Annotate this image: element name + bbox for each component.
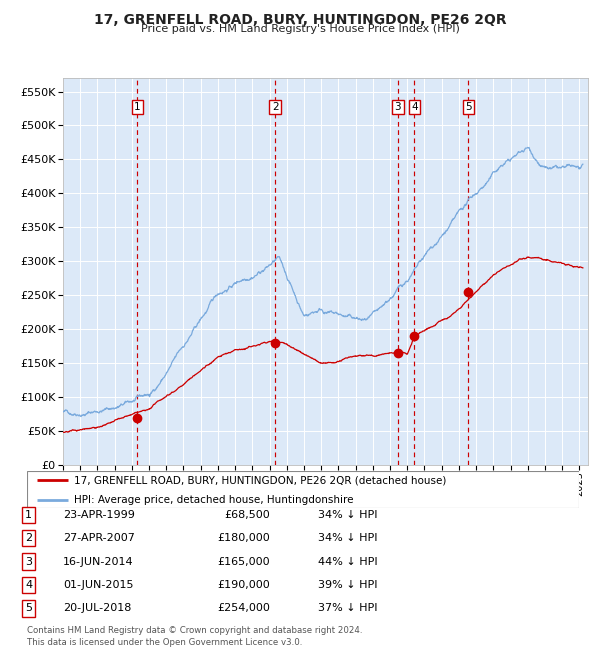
Text: HPI: Average price, detached house, Huntingdonshire: HPI: Average price, detached house, Hunt… <box>74 495 353 505</box>
Text: 2: 2 <box>272 102 278 112</box>
Text: £254,000: £254,000 <box>217 603 270 614</box>
Text: Contains HM Land Registry data © Crown copyright and database right 2024.
This d: Contains HM Land Registry data © Crown c… <box>27 626 362 647</box>
Text: 34% ↓ HPI: 34% ↓ HPI <box>318 533 377 543</box>
Text: 44% ↓ HPI: 44% ↓ HPI <box>318 556 377 567</box>
Text: 27-APR-2007: 27-APR-2007 <box>63 533 135 543</box>
Text: 01-JUN-2015: 01-JUN-2015 <box>63 580 133 590</box>
Text: 37% ↓ HPI: 37% ↓ HPI <box>318 603 377 614</box>
Text: 20-JUL-2018: 20-JUL-2018 <box>63 603 131 614</box>
Text: 1: 1 <box>25 510 32 520</box>
Text: 5: 5 <box>465 102 472 112</box>
Text: 23-APR-1999: 23-APR-1999 <box>63 510 135 520</box>
Text: 3: 3 <box>395 102 401 112</box>
Text: £190,000: £190,000 <box>217 580 270 590</box>
Text: 17, GRENFELL ROAD, BURY, HUNTINGDON, PE26 2QR (detached house): 17, GRENFELL ROAD, BURY, HUNTINGDON, PE2… <box>74 475 446 485</box>
Text: 2: 2 <box>25 533 32 543</box>
Text: 1: 1 <box>134 102 140 112</box>
Text: 17, GRENFELL ROAD, BURY, HUNTINGDON, PE26 2QR: 17, GRENFELL ROAD, BURY, HUNTINGDON, PE2… <box>94 13 506 27</box>
Text: £165,000: £165,000 <box>217 556 270 567</box>
Text: £68,500: £68,500 <box>224 510 270 520</box>
Text: £180,000: £180,000 <box>217 533 270 543</box>
Text: 4: 4 <box>411 102 418 112</box>
Text: 3: 3 <box>25 556 32 567</box>
Text: 16-JUN-2014: 16-JUN-2014 <box>63 556 134 567</box>
Text: 5: 5 <box>25 603 32 614</box>
Text: 34% ↓ HPI: 34% ↓ HPI <box>318 510 377 520</box>
Text: 4: 4 <box>25 580 32 590</box>
Text: 39% ↓ HPI: 39% ↓ HPI <box>318 580 377 590</box>
Text: Price paid vs. HM Land Registry's House Price Index (HPI): Price paid vs. HM Land Registry's House … <box>140 24 460 34</box>
